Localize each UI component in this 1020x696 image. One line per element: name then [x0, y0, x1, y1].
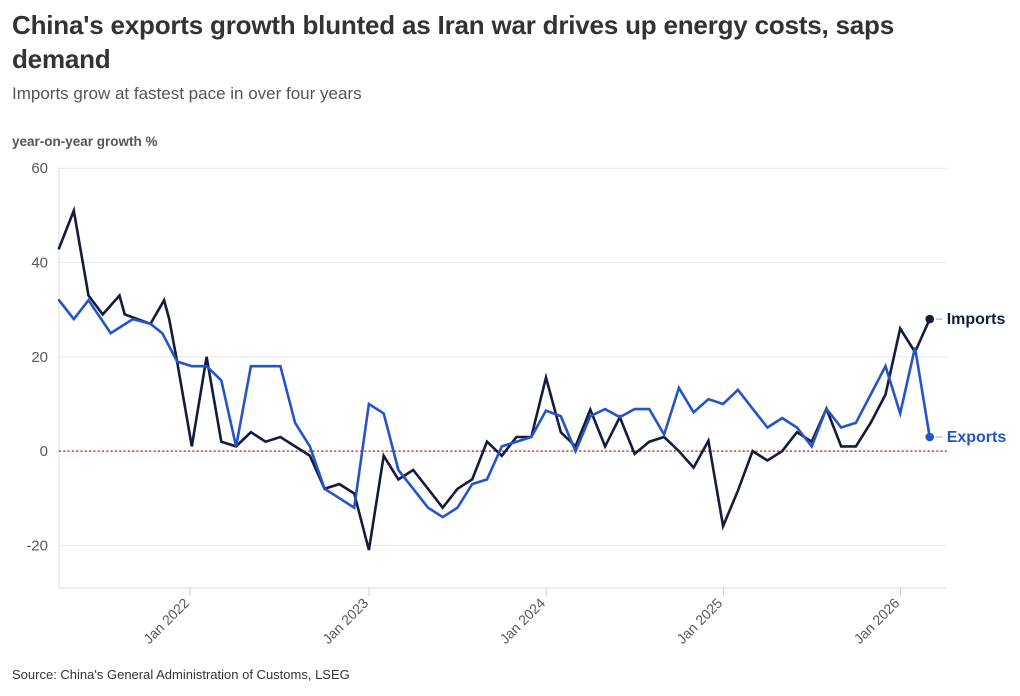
svg-text:Jan 2024: Jan 2024: [496, 595, 548, 647]
svg-text:0: 0: [40, 443, 48, 460]
svg-text:40: 40: [31, 255, 48, 272]
svg-text:-20: -20: [26, 537, 48, 554]
svg-text:20: 20: [31, 349, 48, 366]
svg-text:Imports: Imports: [947, 311, 1006, 328]
svg-text:Jan 2023: Jan 2023: [319, 595, 371, 647]
svg-text:Exports: Exports: [947, 429, 1007, 446]
svg-text:Jan 2026: Jan 2026: [850, 595, 902, 647]
svg-text:Jan 2022: Jan 2022: [140, 595, 192, 647]
svg-text:Jan 2025: Jan 2025: [673, 595, 725, 647]
svg-text:60: 60: [31, 160, 48, 177]
